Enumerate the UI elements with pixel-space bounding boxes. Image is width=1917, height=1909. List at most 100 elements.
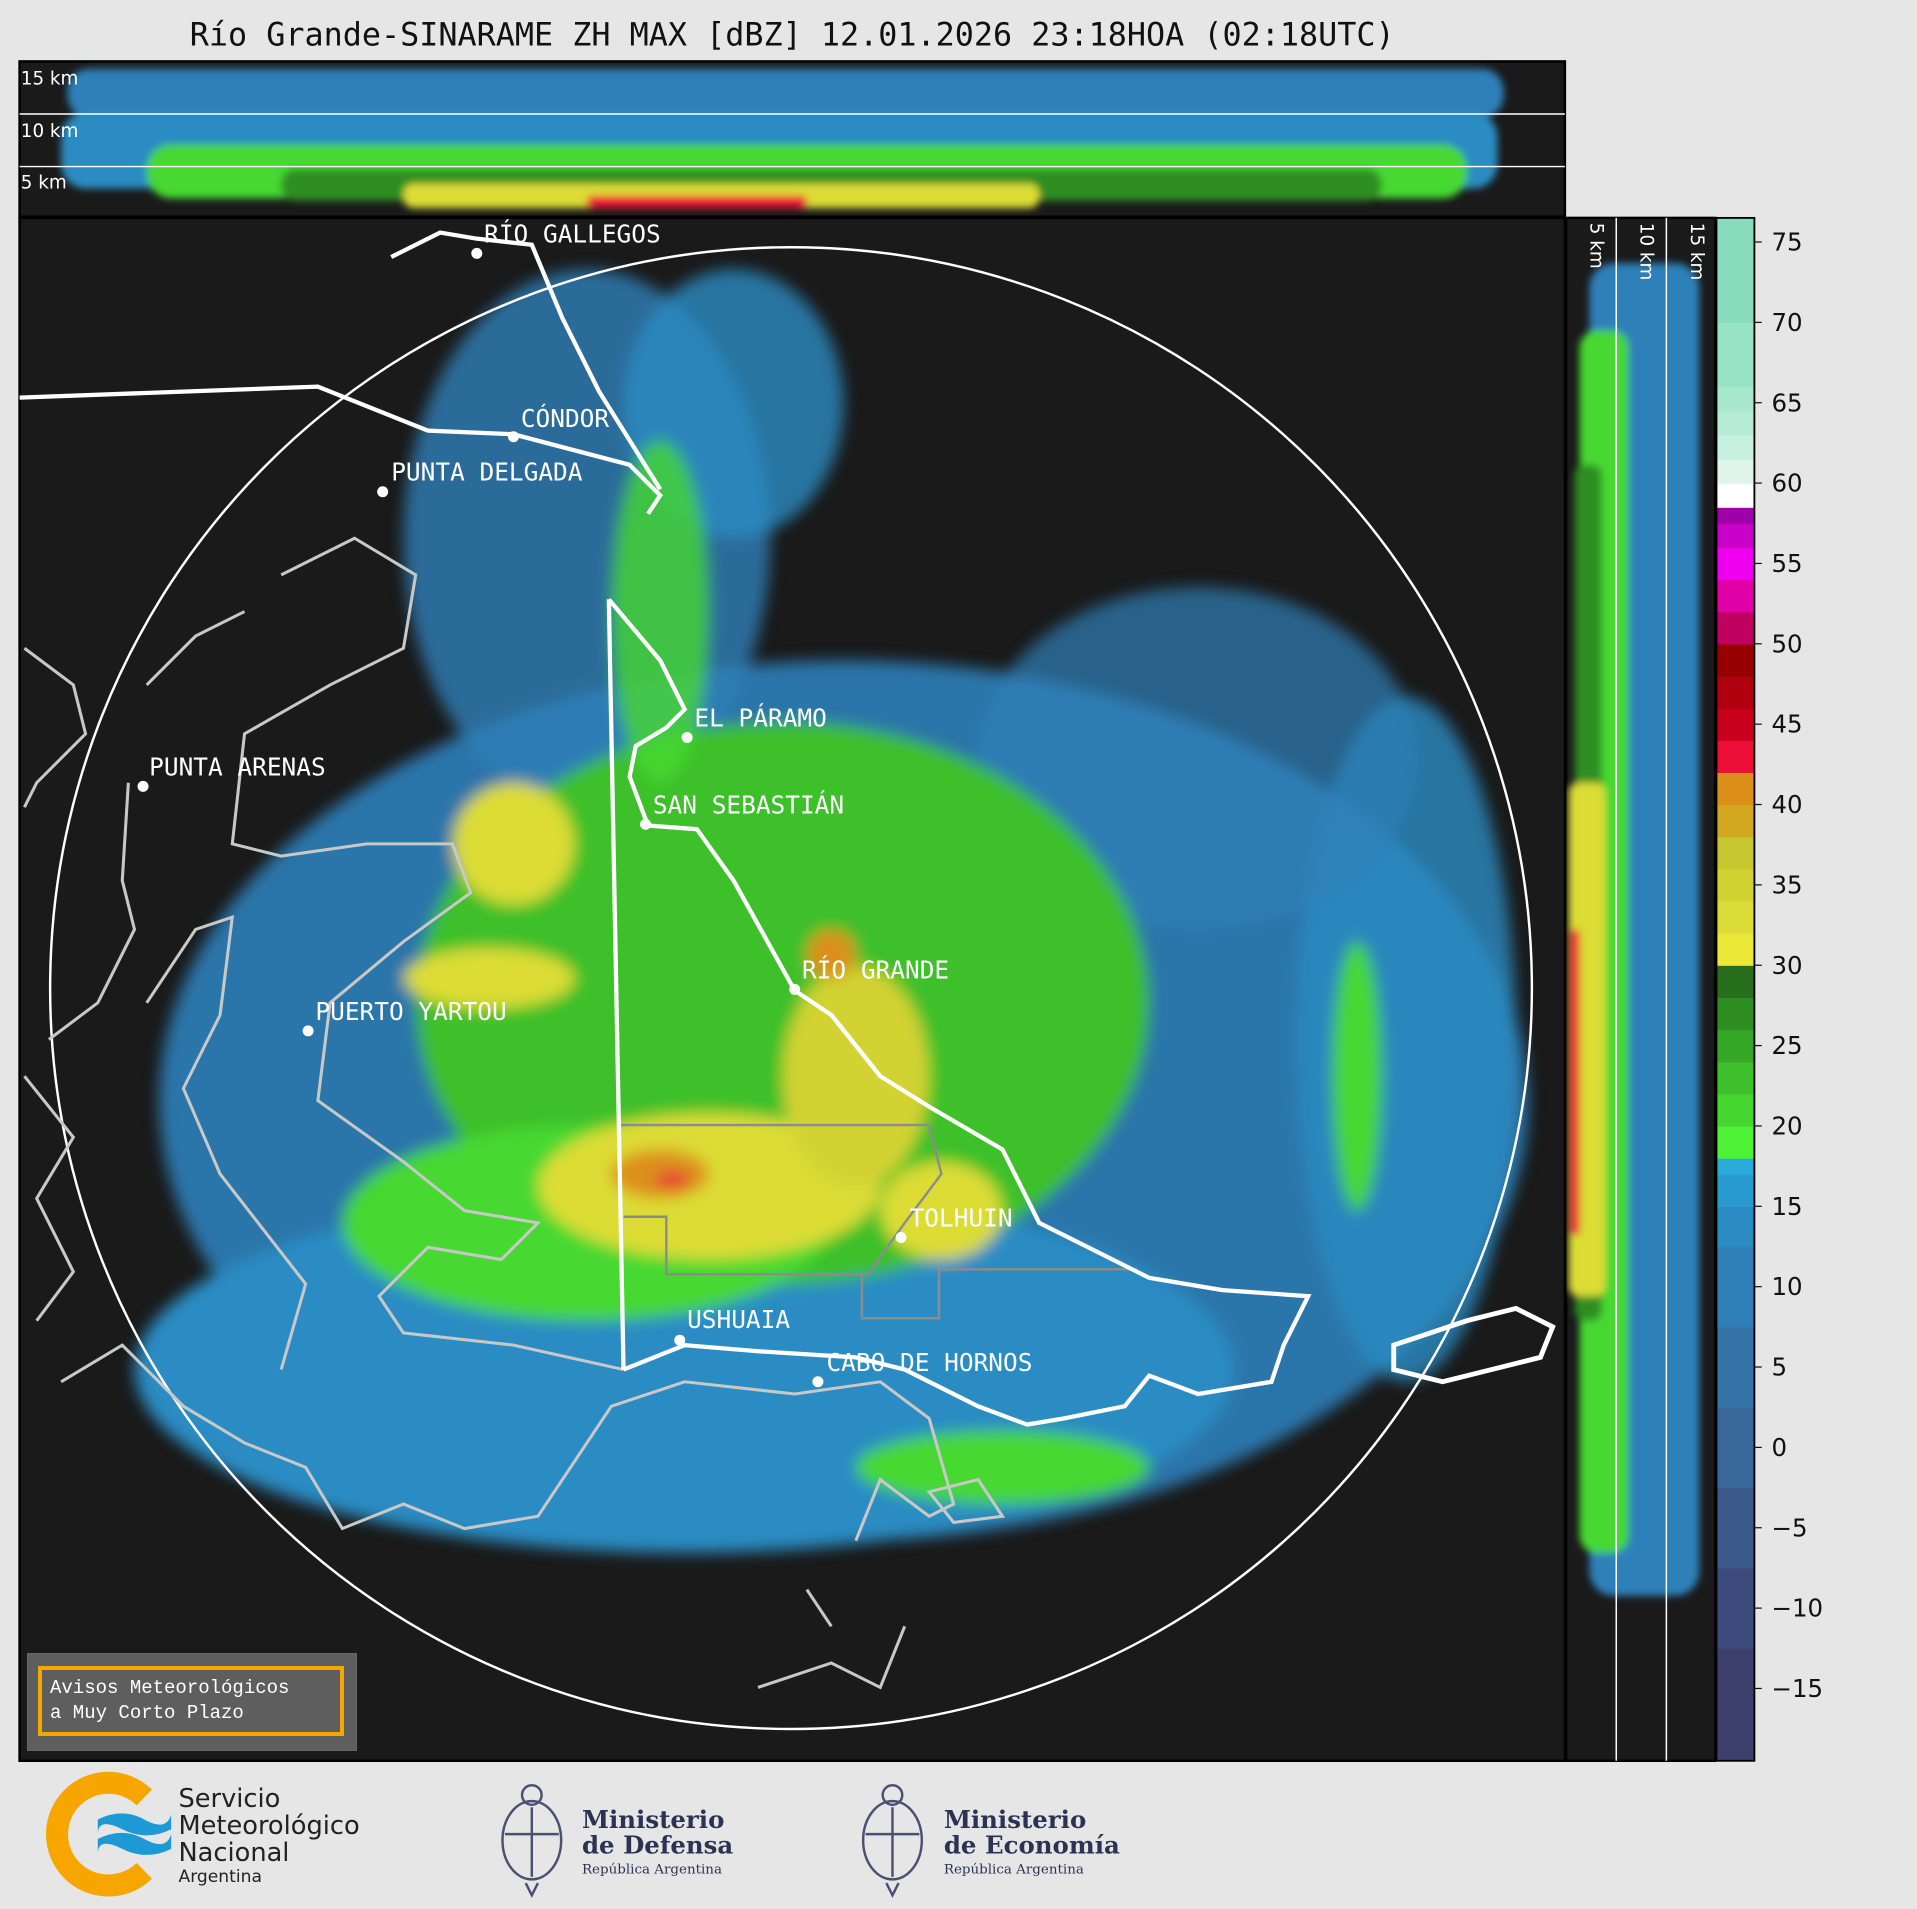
warning-link-box[interactable]: Avisos Meteorológicos a Muy Corto Plazo	[27, 1653, 357, 1751]
height-label-10km: 10 km	[21, 121, 79, 142]
colorbar-segment	[1716, 836, 1755, 870]
colorbar-segment	[1716, 434, 1755, 460]
city-labels: RÍO GALLEGOS CÓNDOR PUNTA DELGADA EL PÁR…	[149, 219, 1032, 1376]
colorbar-tick-label: 0	[1772, 1433, 1788, 1462]
colorbar-segment	[1716, 217, 1755, 323]
argentina-coat-of-arms-icon	[861, 1784, 924, 1899]
colorbar-tick-label: 35	[1772, 870, 1803, 899]
economia-text-3: República Argentina	[944, 1862, 1084, 1877]
warning-line-2: a Muy Corto Plazo	[50, 1702, 244, 1724]
colorbar-tick-label: 15	[1772, 1192, 1803, 1221]
colorbar-segment	[1716, 675, 1755, 709]
colorbar-segment	[1716, 1158, 1755, 1175]
smn-text-1: Servicio	[178, 1784, 280, 1814]
economia-text-2: de Economía	[944, 1831, 1120, 1860]
colorbar-tick-label: 45	[1772, 710, 1803, 739]
ministerio-economia-logo: Ministerio de Economía República Argenti…	[861, 1784, 1120, 1899]
top-height-panel: 15 km 10 km 5 km	[18, 60, 1567, 218]
city-label-el-paramo: EL PÁRAMO	[694, 703, 826, 732]
province-border	[617, 1123, 1137, 1320]
argentina-coat-of-arms-icon	[501, 1784, 563, 1899]
warning-line-1: Avisos Meteorológicos	[50, 1677, 290, 1699]
side-height-panel: 5 km 10 km 15 km	[1564, 216, 1717, 1763]
colorbar-segment	[1716, 643, 1755, 677]
colorbar-segment	[1716, 965, 1755, 998]
city-markers	[137, 247, 907, 1388]
colorbar-tick-label: −15	[1772, 1674, 1824, 1703]
colorbar-segment	[1716, 868, 1755, 902]
side-height-label-5km: 5 km	[1586, 223, 1607, 269]
colorbar-tick-label: 60	[1772, 469, 1803, 498]
radar-map: RÍO GALLEGOS CÓNDOR PUNTA DELGADA EL PÁR…	[18, 216, 1567, 1763]
colorbar-segment	[1716, 483, 1755, 508]
colorbar-tick-label: 25	[1772, 1031, 1803, 1060]
colorbar-tick-label: −5	[1772, 1513, 1808, 1542]
colorbar-segment	[1716, 900, 1755, 934]
colorbar-segment	[1716, 1487, 1755, 1569]
height-label-15km: 15 km	[21, 69, 79, 90]
colorbar-frame	[1715, 216, 1756, 1762]
colorbar-tick-label: 65	[1772, 388, 1803, 417]
city-label-punta-delgada: PUNTA DELGADA	[391, 458, 583, 487]
smn-logo: Servicio Meteorológico Nacional Argentin…	[46, 1771, 360, 1897]
colorbar-segment	[1716, 804, 1755, 838]
colorbar-tick-label: 55	[1772, 549, 1803, 578]
colorbar-tick-label: 75	[1772, 228, 1803, 257]
colorbar-segment	[1716, 1567, 1755, 1649]
reflectivity-echoes	[134, 269, 1529, 1553]
city-label-rio-grande: RÍO GRANDE	[802, 955, 949, 984]
colorbar-tick-label: 10	[1772, 1272, 1803, 1301]
colorbar-segment	[1716, 410, 1755, 436]
colorbar-segment	[1716, 997, 1755, 1031]
smn-logo-ring	[46, 1771, 152, 1897]
height-label-5km: 5 km	[21, 173, 67, 194]
colorbar-segment	[1716, 1326, 1755, 1408]
colorbar-segment	[1716, 1093, 1755, 1127]
colorbar-tick-label: 70	[1772, 308, 1803, 337]
colorbar-segment	[1716, 1061, 1755, 1095]
colorbar-segment	[1716, 386, 1755, 412]
colorbar-segment	[1716, 507, 1755, 524]
colorbar-segment	[1716, 1407, 1755, 1489]
colorbar-segment	[1716, 1246, 1755, 1328]
city-label-tolhuin: TOLHUIN	[910, 1204, 1013, 1233]
colorbar-tick-label: 40	[1772, 790, 1803, 819]
colorbar-segment	[1716, 547, 1755, 581]
colorbar-segment	[1716, 740, 1755, 773]
defensa-text-1: Ministerio	[582, 1805, 724, 1834]
defensa-text-3: República Argentina	[582, 1862, 722, 1877]
colorbar-segment	[1716, 322, 1755, 388]
city-label-puerto-yartou: PUERTO YARTOU	[315, 997, 506, 1026]
radar-range-ring	[48, 246, 1534, 1731]
smn-text-3: Nacional	[178, 1838, 289, 1868]
economia-text-1: Ministerio	[944, 1805, 1086, 1834]
side-height-label-10km: 10 km	[1636, 223, 1657, 281]
colorbar-segment	[1716, 1174, 1755, 1207]
colorbar-tick-label: 30	[1772, 951, 1803, 980]
colorbar-segment	[1716, 1125, 1755, 1159]
defensa-text-2: de Defensa	[582, 1831, 733, 1860]
city-label-punta-arenas: PUNTA ARENAS	[149, 752, 326, 781]
colorbar-tick-label: 20	[1772, 1112, 1803, 1141]
smn-text-2: Meteorológico	[178, 1811, 359, 1841]
colorbar-segment	[1716, 579, 1755, 613]
colorbar-segment	[1716, 708, 1755, 741]
warning-link-text[interactable]: Avisos Meteorológicos a Muy Corto Plazo	[38, 1666, 344, 1736]
colorbar-segment	[1716, 611, 1755, 645]
colorbar-segment	[1716, 933, 1755, 966]
ministerio-defensa-logo: Ministerio de Defensa República Argentin…	[501, 1784, 733, 1899]
figure-title: Río Grande-SINARAME ZH MAX [dBZ] 12.01.2…	[190, 18, 1395, 54]
colorbar-segment	[1716, 523, 1755, 548]
colorbar-tick-label: 5	[1772, 1353, 1788, 1382]
side-height-label-15km: 15 km	[1686, 223, 1707, 281]
colorbar-segment	[1716, 1206, 1755, 1248]
city-label-cabo-de-hornos: CABO DE HORNOS	[826, 1348, 1032, 1377]
smn-text-4: Argentina	[178, 1867, 261, 1887]
colorbar-tick-label: 50	[1772, 629, 1803, 658]
city-label-rio-gallegos: RÍO GALLEGOS	[484, 219, 661, 248]
colorbar-segment	[1716, 1029, 1755, 1063]
colorbar-tick-label: −10	[1772, 1594, 1824, 1623]
colorbar-segment	[1716, 1648, 1755, 1762]
